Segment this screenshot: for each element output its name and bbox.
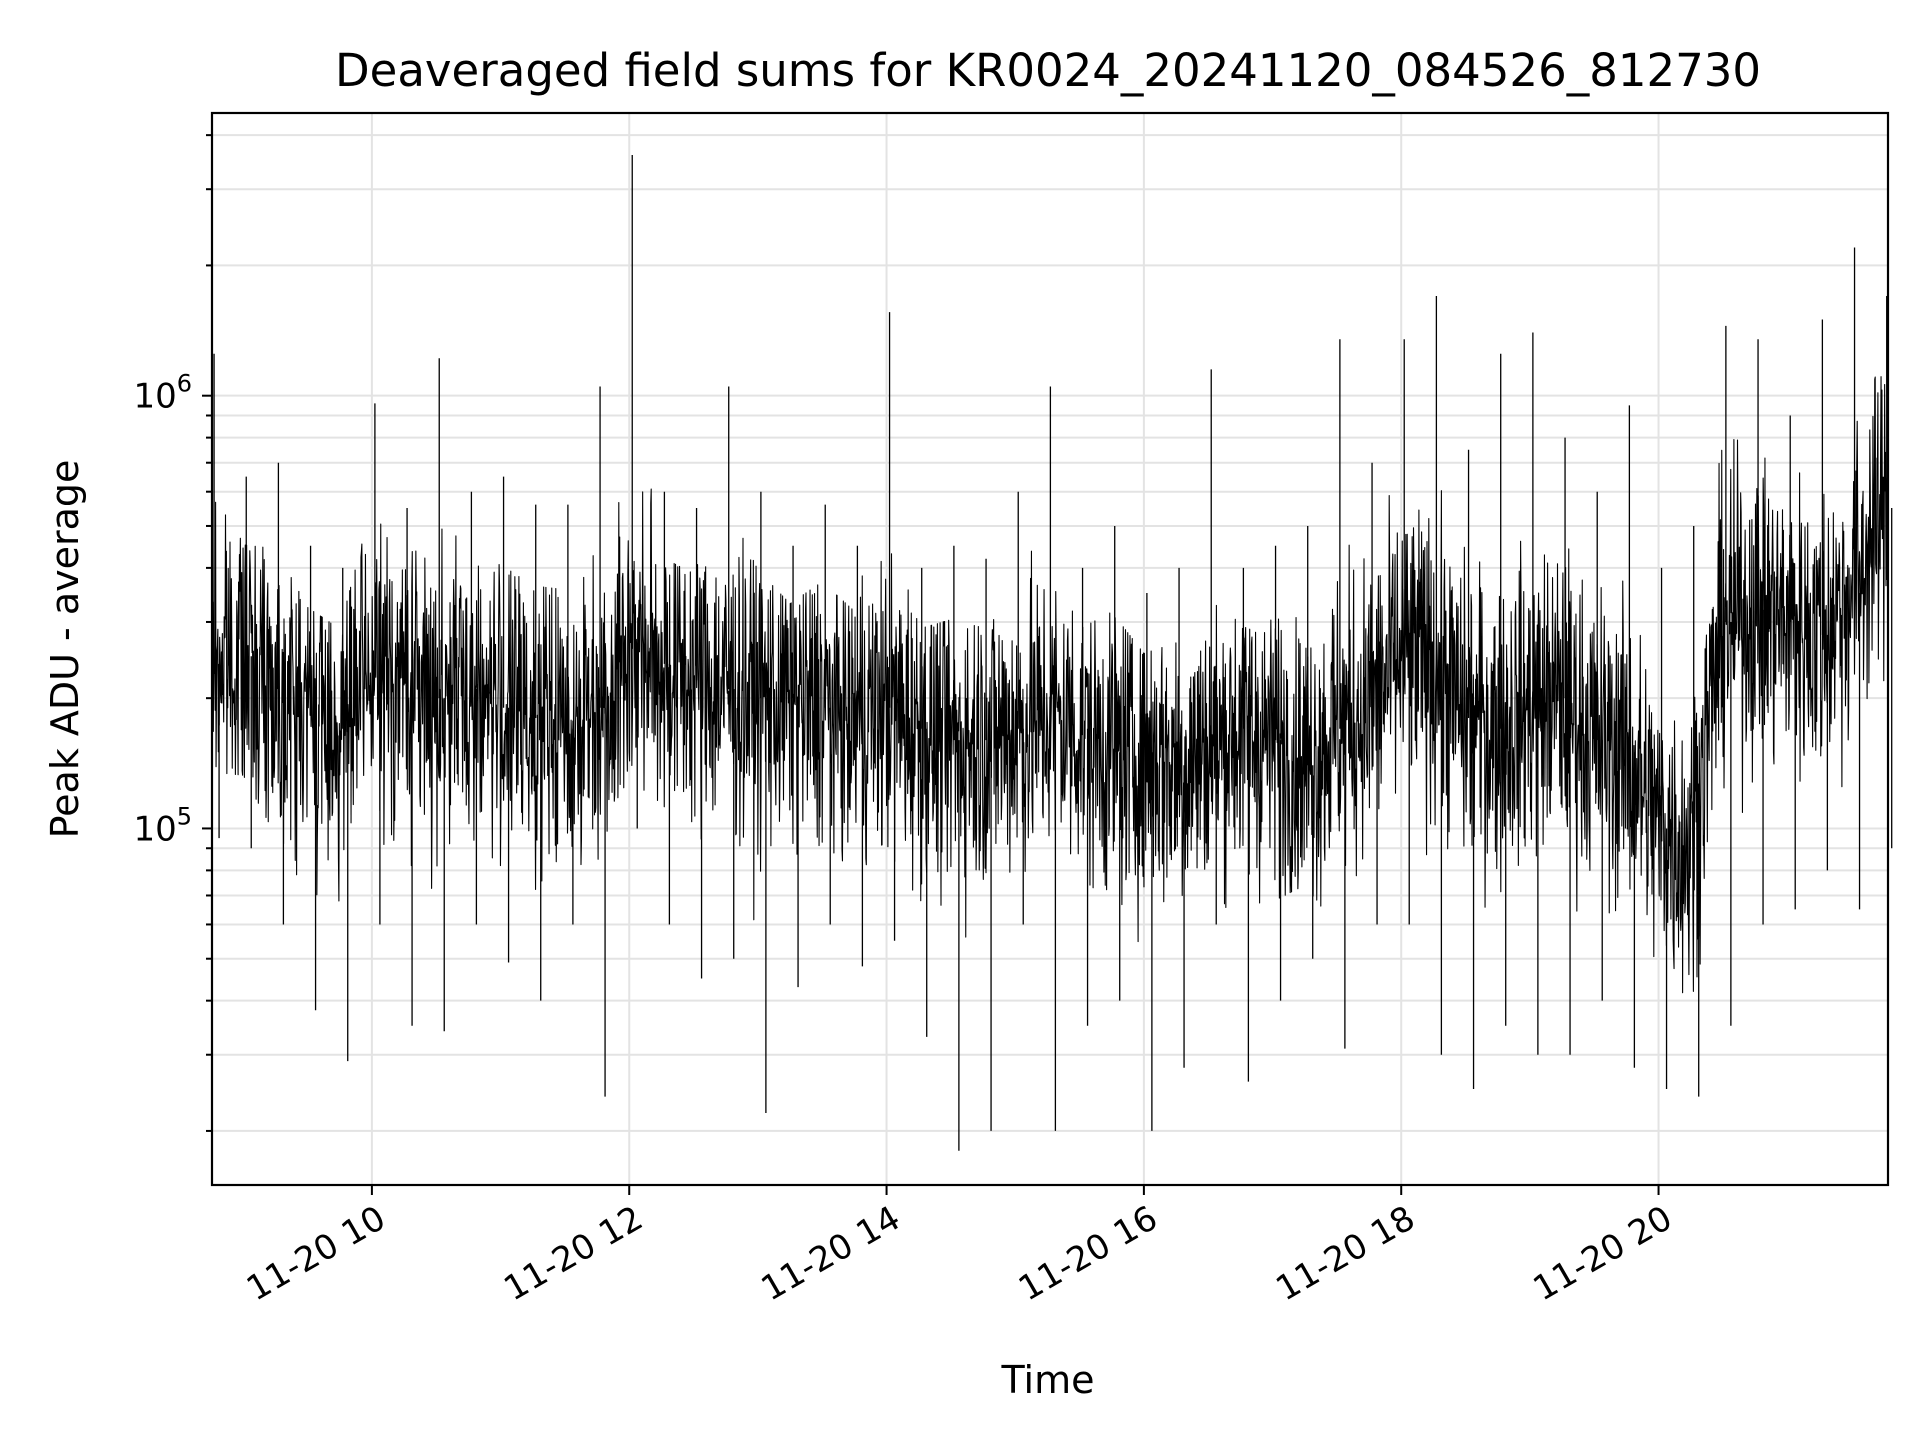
y-tick-label: 106 <box>133 370 192 417</box>
chart-title: Deaveraged field sums for KR0024_2024112… <box>335 44 1761 97</box>
series-layer <box>211 154 1893 1151</box>
x-axis-label: Time <box>1001 1358 1095 1402</box>
plot-frame <box>210 111 1890 1187</box>
y-axis-label: Peak ADU - average <box>43 460 87 839</box>
y-tick-label: 105 <box>133 802 192 849</box>
